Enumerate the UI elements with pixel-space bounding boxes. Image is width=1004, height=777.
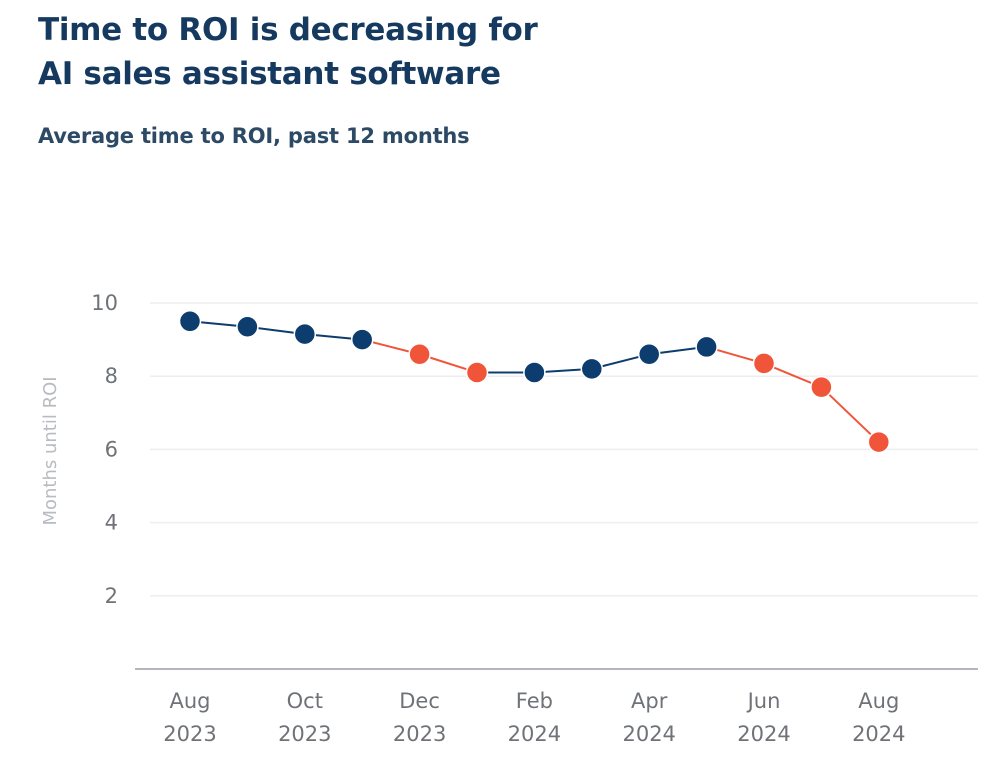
data-point xyxy=(637,342,661,366)
line-segment xyxy=(820,386,880,443)
x-tick-label: Feb 2024 xyxy=(508,689,561,746)
data-point xyxy=(236,315,259,339)
x-tick-month: Aug xyxy=(169,689,210,713)
data-point xyxy=(695,335,718,359)
y-tick-label: 8 xyxy=(105,364,118,388)
x-tick-year: 2023 xyxy=(278,722,331,746)
data-point xyxy=(580,357,604,381)
x-tick-year: 2024 xyxy=(737,722,790,746)
x-tick-label: Apr 2024 xyxy=(622,689,675,746)
x-tick-month: Feb xyxy=(516,689,553,713)
x-tick-year: 2024 xyxy=(852,722,905,746)
data-point xyxy=(408,342,431,366)
data-point xyxy=(465,361,489,384)
data-point xyxy=(293,322,317,346)
data-series xyxy=(178,310,891,454)
y-tick-label: 10 xyxy=(91,291,118,315)
x-tick-month: Oct xyxy=(287,689,323,713)
x-tick-year: 2024 xyxy=(508,722,561,746)
x-tick-label: Aug 2023 xyxy=(163,689,216,746)
data-point xyxy=(350,328,374,351)
data-point xyxy=(810,375,833,399)
chart-title: Time to ROI is decreasing for AI sales a… xyxy=(38,8,738,96)
data-point xyxy=(523,361,546,384)
x-tick-label: Jun 2024 xyxy=(737,689,790,746)
data-point xyxy=(178,310,202,333)
grid-lines xyxy=(150,302,978,597)
y-tick-label: 2 xyxy=(105,584,118,608)
x-tick-year: 2024 xyxy=(622,722,675,746)
x-tick-year: 2023 xyxy=(393,722,446,746)
chart-title-line-1: Time to ROI is decreasing for xyxy=(38,12,538,48)
x-tick-month: Aug xyxy=(858,689,899,713)
data-point xyxy=(752,352,776,375)
x-tick-label: Aug 2024 xyxy=(852,689,905,746)
data-point xyxy=(867,430,891,454)
y-tick-label: 4 xyxy=(105,511,118,535)
x-tick-label: Oct 2023 xyxy=(278,689,331,746)
x-axis-ticks: Aug 2023 Oct 2023 Dec 2023 Feb 2024 Apr 2024 Jun 20… xyxy=(163,689,905,746)
chart-title-line-2: AI sales assistant software xyxy=(38,56,501,92)
chart-subtitle: Average time to ROI, past 12 months xyxy=(38,124,470,148)
x-tick-year: 2023 xyxy=(163,722,216,746)
y-tick-label: 6 xyxy=(105,437,118,461)
x-tick-month: Jun xyxy=(746,689,781,713)
x-tick-month: Apr xyxy=(631,689,668,713)
x-tick-month: Dec xyxy=(399,689,440,713)
y-axis-ticks: 2 4 6 8 10 xyxy=(91,291,118,608)
y-axis-label: Months until ROI xyxy=(40,376,61,525)
x-tick-label: Dec 2023 xyxy=(393,689,446,746)
data-points xyxy=(178,310,891,454)
